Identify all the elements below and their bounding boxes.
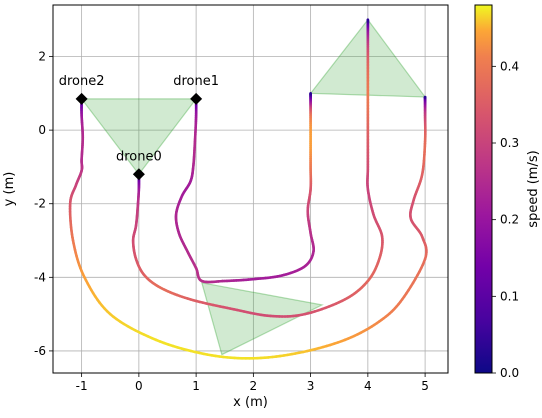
trajectory-drone2 <box>68 95 428 360</box>
colorbar-tick-label: 0.0 <box>500 366 519 380</box>
drone-marker <box>132 168 145 181</box>
colorbar-tick-label: 0.1 <box>500 289 519 303</box>
colorbar-tick-label: 0.3 <box>500 136 519 150</box>
x-tick-label: -1 <box>76 379 88 393</box>
y-tick-label: 2 <box>38 50 46 64</box>
colorbar-label: speed (m/s) <box>526 150 541 227</box>
trajectories <box>68 18 428 360</box>
y-axis-label: y (m) <box>2 172 17 207</box>
x-axis-ticks: -1 0 1 2 3 4 5 <box>76 373 429 393</box>
formation-triangle <box>80 98 198 176</box>
formation-triangle <box>201 282 324 356</box>
x-tick-label: 5 <box>421 379 429 393</box>
drone-markers: drone0 drone1 drone2 <box>59 74 219 181</box>
drone-label: drone0 <box>116 149 162 164</box>
x-tick-label: 2 <box>250 379 258 393</box>
y-tick-label: -6 <box>34 344 46 358</box>
x-tick-label: 0 <box>135 379 143 393</box>
drone-marker <box>190 92 203 105</box>
drone-label: drone1 <box>173 74 219 89</box>
x-tick-label: 3 <box>307 379 315 393</box>
y-axis-ticks: -6 -4 -2 0 2 <box>34 50 53 358</box>
drone-label: drone2 <box>59 74 105 89</box>
drone-marker <box>75 92 88 105</box>
trajectory-drone1 <box>174 92 315 284</box>
y-tick-label: -2 <box>34 197 46 211</box>
plot-frame <box>52 4 449 374</box>
x-axis-label: x (m) <box>233 395 268 410</box>
x-tick-label: 4 <box>364 379 372 393</box>
y-tick-label: -4 <box>34 270 46 284</box>
y-tick-label: 0 <box>38 123 46 137</box>
x-tick-label: 1 <box>192 379 200 393</box>
colorbar <box>474 4 493 374</box>
colorbar-ticks: 0.0 0.1 0.2 0.3 0.4 <box>492 59 519 380</box>
colorbar-tick-label: 0.4 <box>500 59 519 73</box>
colorbar-tick-label: 0.2 <box>500 213 519 227</box>
